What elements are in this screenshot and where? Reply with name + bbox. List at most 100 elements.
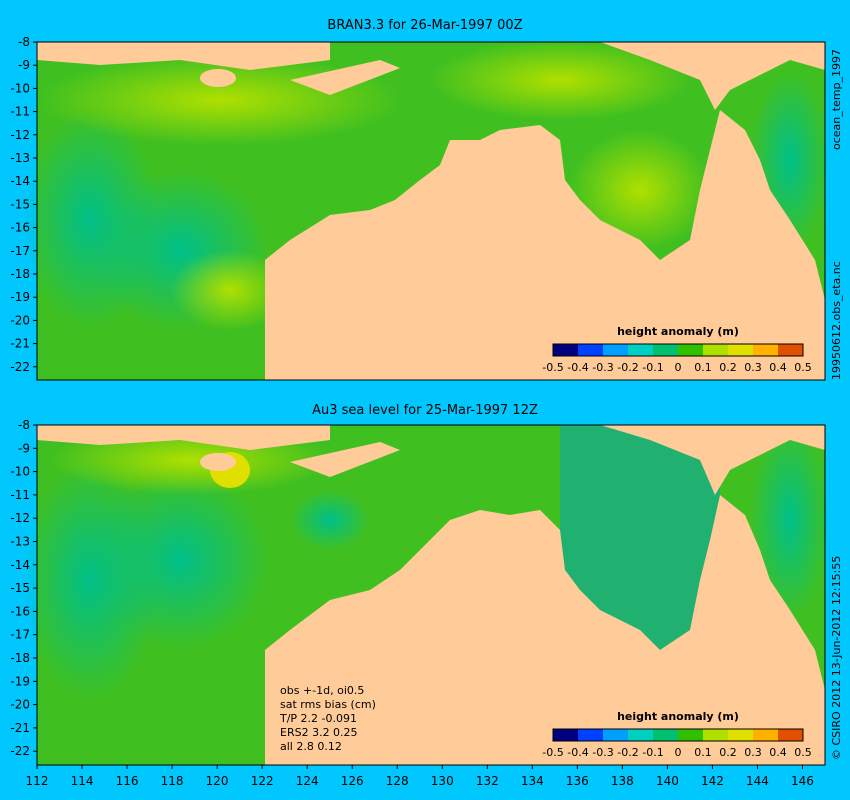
y-tick-label: -9	[18, 58, 30, 72]
colorbar-tick-label: -0.1	[642, 746, 663, 759]
sumba-island	[200, 453, 236, 471]
colorbar-tick-label: -0.4	[567, 746, 588, 759]
colorbar-tick-label: 0.1	[694, 746, 712, 759]
colorbar-segment	[703, 344, 729, 356]
y-tick-label: -8	[18, 35, 30, 49]
colorbar-segment	[778, 729, 804, 741]
y-tick-label: -20	[10, 698, 30, 712]
x-tick-label: 114	[71, 774, 94, 788]
colorbar-segment	[603, 344, 629, 356]
y-tick-label: -21	[10, 337, 30, 351]
stats-line-4: ERS2 3.2 0.25	[280, 726, 358, 739]
x-tick-label: 138	[611, 774, 634, 788]
colorbar-tick-label: 0.4	[769, 746, 787, 759]
bottom-colorbar-label: height anomaly (m)	[617, 710, 739, 723]
colorbar-segment	[753, 729, 779, 741]
y-tick-label: -19	[10, 674, 30, 688]
x-tick-label: 146	[791, 774, 814, 788]
x-tick-label: 126	[341, 774, 364, 788]
y-tick-label: -11	[10, 105, 30, 119]
colorbar-segment	[753, 344, 779, 356]
bottom-map: -8 -9 -10 -11 -12 -13 -14 -15 -16 -17 -18 -19 -20 -21…	[10, 418, 830, 788]
colorbar-tick-label: 0.1	[694, 361, 712, 374]
colorbar-tick-label: 0.2	[719, 361, 737, 374]
x-tick-label: 140	[656, 774, 679, 788]
y-tick-label: -10	[10, 465, 30, 479]
y-tick-label: -18	[10, 267, 30, 281]
stats-line-1: obs +-1d, oi0.5	[280, 684, 365, 697]
top-colorbar-label: height anomaly (m)	[617, 325, 739, 338]
top-colorbar: -0.5 -0.4 -0.3 -0.2 -0.1 0 0.1 0.2 0.3 0.4 0.5	[542, 343, 812, 374]
x-tick-label: 136	[566, 774, 589, 788]
y-tick-label: -16	[10, 604, 30, 618]
top-panel-title: BRAN3.3 for 26-Mar-1997 00Z	[327, 18, 523, 33]
y-tick-label: -18	[10, 651, 30, 665]
colorbar-segment	[653, 729, 679, 741]
australia-land	[265, 110, 825, 380]
y-tick-label: -17	[10, 628, 30, 642]
colorbar-segment	[553, 729, 579, 741]
colorbar-tick-label: -0.2	[617, 361, 638, 374]
y-tick-label: -8	[18, 418, 30, 432]
x-tick-label: 128	[386, 774, 409, 788]
colorbar-segment	[678, 729, 704, 741]
y-tick-label: -17	[10, 244, 30, 258]
colorbar-segment	[603, 729, 629, 741]
x-tick-label: 122	[251, 774, 274, 788]
y-tick-label: -11	[10, 488, 30, 502]
y-tick-label: -20	[10, 313, 30, 327]
x-tick-label: 130	[431, 774, 454, 788]
colorbar-segment	[578, 729, 604, 741]
bottom-y-axis-ticks: -8 -9 -10 -11 -12 -13 -14 -15 -16 -17 -18 -19 -20 -21…	[10, 418, 37, 758]
colorbar-segment	[778, 344, 804, 356]
top-y-axis-ticks: -8 -9 -10 -11 -12 -13 -14 -15 -16 -17 -18 -19 -20 -21…	[10, 35, 37, 374]
bottom-x-axis-ticks: 112 114 116 118 120 122 124 126 128 130 132 134 136 1…	[26, 765, 814, 788]
colorbar-segment	[678, 344, 704, 356]
colorbar-tick-label: 0	[675, 361, 682, 374]
y-tick-label: -10	[10, 81, 30, 95]
x-tick-label: 142	[701, 774, 724, 788]
colorbar-segment	[628, 729, 654, 741]
y-tick-label: -15	[10, 197, 30, 211]
y-tick-label: -19	[10, 290, 30, 304]
colorbar-tick-label: -0.3	[592, 746, 613, 759]
colorbar-tick-label: 0.2	[719, 746, 737, 759]
colorbar-tick-label: -0.1	[642, 361, 663, 374]
colorbar-segment	[703, 729, 729, 741]
colorbar-segment	[578, 344, 604, 356]
y-tick-label: -15	[10, 581, 30, 595]
stats-line-2: sat rms bias (cm)	[280, 698, 376, 711]
colorbar-tick-label: -0.2	[617, 746, 638, 759]
new-guinea-land	[600, 425, 825, 495]
y-tick-label: -22	[10, 744, 30, 758]
indonesia-land-top	[37, 425, 330, 450]
timor-island	[290, 60, 400, 95]
colorbar-tick-label: -0.5	[542, 361, 563, 374]
timor-island	[290, 442, 400, 477]
colorbar-segment	[728, 344, 754, 356]
sumba-island	[200, 69, 236, 87]
x-tick-label: 118	[161, 774, 184, 788]
stats-line-5: all 2.8 0.12	[280, 740, 342, 753]
y-tick-label: -22	[10, 360, 30, 374]
x-tick-label: 124	[296, 774, 319, 788]
y-tick-label: -14	[10, 558, 30, 572]
x-tick-label: 132	[476, 774, 499, 788]
colorbar-tick-label: -0.5	[542, 746, 563, 759]
x-tick-label: 144	[746, 774, 769, 788]
colorbar-tick-label: 0.4	[769, 361, 787, 374]
y-tick-label: -13	[10, 151, 30, 165]
colorbar-segment	[728, 729, 754, 741]
x-tick-label: 120	[206, 774, 229, 788]
colorbar-tick-label: 0.3	[744, 746, 762, 759]
bottom-colorbar: -0.5 -0.4 -0.3 -0.2 -0.1 0 0.1 0.2 0.3 0.4 0.5	[542, 728, 812, 759]
colorbar-tick-label: 0.5	[794, 361, 812, 374]
colorbar-tick-label: 0.3	[744, 361, 762, 374]
y-tick-label: -14	[10, 174, 30, 188]
australia-land	[265, 495, 825, 765]
x-tick-label: 134	[521, 774, 544, 788]
new-guinea-land	[600, 42, 825, 110]
stats-line-3: T/P 2.2 -0.091	[280, 712, 358, 725]
colorbar-segment	[553, 344, 579, 356]
colorbar-segment	[653, 344, 679, 356]
